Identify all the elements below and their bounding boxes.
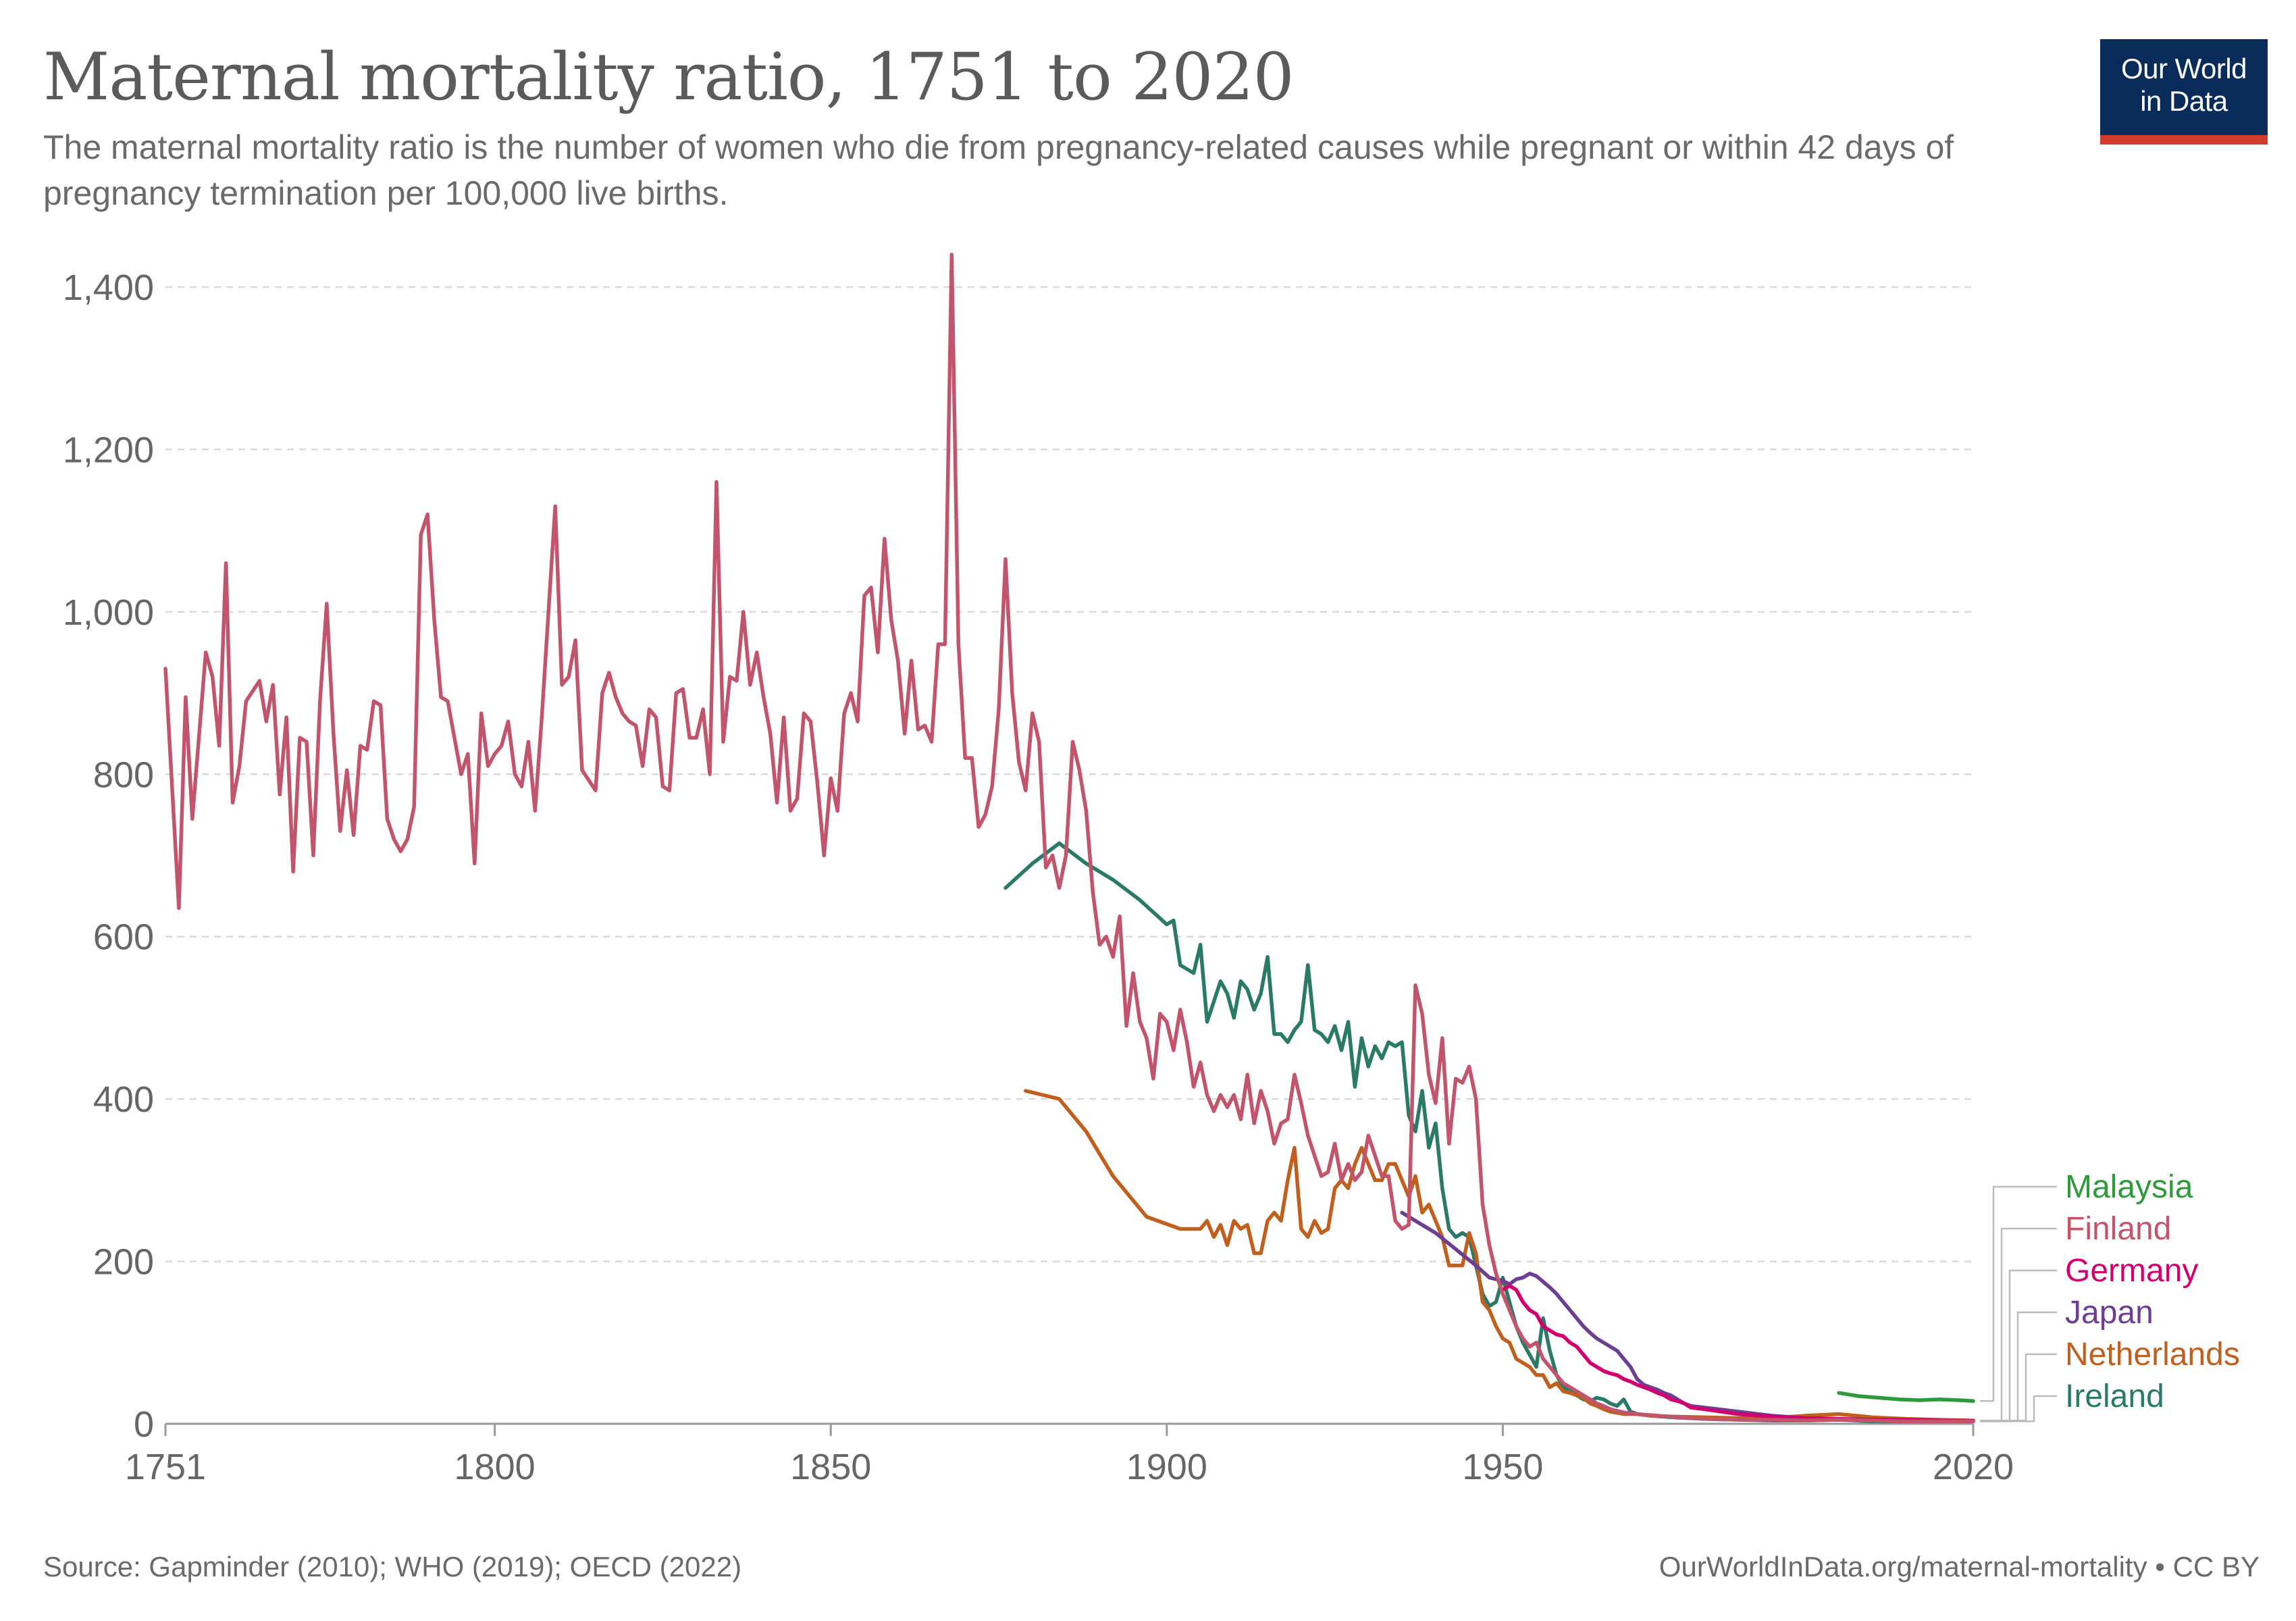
logo-line-2: in Data: [2140, 85, 2228, 117]
series-line-ireland: [1003, 841, 1975, 1424]
legend-leader-japan: [1980, 1311, 2057, 1422]
legend-label-netherlands: Netherlands: [2065, 1337, 2240, 1372]
y-tick-label: 1,200: [63, 430, 154, 470]
y-axis: 0 200 400 600 800 1,000 1,200 1,400: [63, 267, 154, 1445]
legend-label-japan: Japan: [2065, 1295, 2154, 1331]
y-tick-label: 600: [93, 917, 154, 958]
y-tick-label: 1,000: [63, 592, 154, 633]
x-tick-label: 1751: [125, 1447, 206, 1487]
y-tick-label: 800: [93, 754, 154, 795]
legend-label-malaysia: Malaysia: [2065, 1169, 2193, 1205]
x-tick-label: 1800: [454, 1447, 536, 1487]
series-lines: [163, 253, 1975, 1424]
owid-logo[interactable]: Our World in Data: [2100, 39, 2268, 145]
source-note: Source: Gapminder (2010); WHO (2019); OE…: [43, 1551, 742, 1583]
source-url[interactable]: OurWorldInData.org/maternal-mortality • …: [1659, 1551, 2260, 1583]
y-tick-label: 0: [134, 1404, 154, 1445]
series-line-malaysia: [1837, 1391, 1975, 1404]
legend: Malaysia Finland Germany Japan Netherlands Ir…: [1980, 1169, 2240, 1422]
series-line-germany: [1501, 1283, 1975, 1422]
chart-title: Maternal mortality ratio, 1751 to 2020: [43, 39, 1295, 115]
series-line-japan: [1400, 1210, 1975, 1424]
chart-subtitle: The maternal mortality ratio is the numb…: [43, 128, 1954, 212]
y-tick-label: 1,400: [63, 267, 154, 308]
logo-line-1: Our World: [2120, 53, 2247, 84]
legend-label-germany: Germany: [2065, 1253, 2198, 1289]
x-tick-label: 1900: [1126, 1447, 1207, 1487]
legend-label-finland: Finland: [2065, 1211, 2171, 1247]
legend-label-ireland: Ireland: [2065, 1379, 2164, 1414]
x-tick-label: 1950: [1462, 1447, 1543, 1487]
series-line-netherlands: [1024, 1089, 1975, 1422]
legend-leader-ireland: [1980, 1395, 2057, 1422]
x-tick-label: 1850: [790, 1447, 871, 1487]
y-tick-label: 200: [93, 1242, 154, 1283]
y-tick-label: 400: [93, 1079, 154, 1120]
legend-leader-malaysia: [1980, 1185, 2057, 1402]
series-line-finland: [163, 253, 1975, 1424]
x-axis: 1751 1800 1850 1900 1950 2020: [125, 1422, 2014, 1487]
x-tick-label: 2020: [1933, 1447, 2014, 1487]
